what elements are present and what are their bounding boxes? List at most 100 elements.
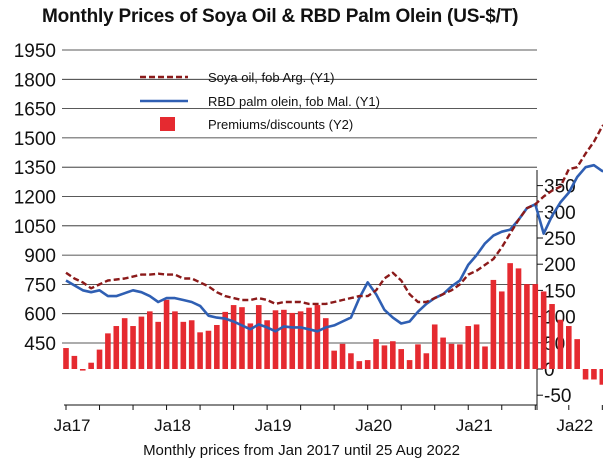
- premium-bar: [423, 353, 430, 369]
- x-tick-label: Ja17: [54, 416, 91, 435]
- premium-bar: [339, 343, 346, 369]
- premium-bar: [390, 341, 396, 369]
- premium-bar: [364, 360, 371, 369]
- premium-bar: [582, 369, 589, 380]
- y1-tick-label: 900: [24, 246, 56, 267]
- y1-tick-label: 1200: [14, 188, 56, 209]
- premium-bar: [540, 291, 547, 369]
- premium-bar: [348, 353, 354, 369]
- premium-bar: [532, 284, 539, 369]
- premium-bar: [264, 320, 270, 369]
- premium-bar: [113, 326, 120, 369]
- premium-bar: [557, 319, 564, 369]
- premium-bar: [440, 337, 446, 369]
- premium-bar: [188, 320, 195, 369]
- legend-label: Soya oil, fob Arg. (Y1): [208, 70, 334, 85]
- premium-bar: [147, 311, 153, 369]
- premium-bar: [373, 339, 379, 369]
- premium-bar: [71, 355, 78, 369]
- premium-bar: [255, 305, 262, 369]
- y2-tick-label: 250: [544, 229, 576, 250]
- premium-bar: [172, 311, 178, 369]
- chart-caption: Monthly prices from Jan 2017 until 25 Au…: [143, 442, 460, 459]
- premium-bar: [105, 333, 111, 369]
- y2-tick-label: 150: [544, 281, 576, 302]
- premium-bar: [247, 323, 254, 369]
- premium-bar: [482, 346, 488, 369]
- premium-bar: [431, 324, 438, 369]
- y1-tick-label: 450: [24, 334, 56, 355]
- premium-bar: [591, 369, 597, 380]
- premium-bar: [306, 307, 312, 369]
- premium-bar: [272, 310, 279, 369]
- premium-bar: [574, 339, 580, 369]
- y1-tick-label: 1800: [14, 70, 56, 91]
- y2-tick-label: 0: [544, 360, 555, 381]
- premium-bar: [163, 299, 170, 369]
- y1-tick-label: 1500: [14, 129, 56, 150]
- premium-bar: [398, 349, 404, 369]
- y1-axis: 1950 1800 1650 1500 1350 1200 1050 900 750 600 450: [14, 41, 56, 355]
- price-lines: [65, 124, 603, 333]
- premium-bar: [239, 307, 245, 369]
- legend: Soya oil, fob Arg. (Y1) RBD palm olein, f…: [140, 70, 380, 132]
- y2-tick-label: 200: [544, 255, 576, 276]
- premium-bar: [381, 345, 388, 369]
- premium-bar: [197, 332, 203, 369]
- premium-bar: [507, 263, 513, 369]
- premium-bar: [322, 318, 329, 369]
- y1-tick-label: 1950: [14, 41, 56, 62]
- premium-bar: [457, 344, 463, 369]
- premium-bar: [356, 361, 363, 369]
- premium-bar: [180, 321, 187, 369]
- x-tick-label: Ja21: [456, 416, 493, 435]
- premium-bar: [79, 369, 86, 371]
- y2-axis: 350300250200150100500-50: [536, 170, 576, 410]
- legend-label: Premiums/discounts (Y2): [208, 117, 353, 132]
- premium-bar: [222, 311, 229, 369]
- x-tick-label: Ja19: [255, 416, 292, 435]
- premium-bar: [331, 350, 337, 369]
- premium-bars: [63, 263, 603, 385]
- premium-bar: [524, 284, 530, 369]
- premium-bar: [498, 291, 505, 369]
- premium-bar: [415, 344, 421, 369]
- premium-bar: [599, 369, 603, 385]
- premium-bar: [473, 324, 480, 369]
- premium-bar: [490, 279, 497, 369]
- y1-tick-label: 1350: [14, 158, 56, 179]
- premium-bar: [465, 326, 472, 369]
- y1-tick-label: 1050: [14, 217, 56, 238]
- x-tick-label: Ja18: [154, 416, 191, 435]
- premium-bar: [297, 311, 304, 369]
- premium-bar: [138, 316, 145, 369]
- y2-tick-label: -50: [544, 386, 571, 407]
- legend-swatch-premium: [160, 117, 175, 131]
- legend-label: RBD palm olein, fob Mal. (Y1): [208, 94, 380, 109]
- premium-bar: [121, 318, 128, 369]
- premium-bar: [289, 312, 296, 369]
- y1-tick-label: 1650: [14, 100, 56, 121]
- premium-bar: [314, 305, 321, 369]
- premium-bar: [566, 326, 572, 369]
- premium-bar: [88, 362, 94, 369]
- x-axis: Ja17 Ja18 Ja19 Ja20 Ja21 Ja22: [54, 404, 603, 435]
- premium-bar: [448, 343, 455, 369]
- soya-oil-line: [65, 124, 603, 306]
- premium-bar: [96, 349, 103, 369]
- x-tick-label: Ja20: [355, 416, 392, 435]
- premium-bar: [214, 324, 220, 369]
- chart-title: Monthly Prices of Soya Oil & RBD Palm Ol…: [42, 6, 519, 27]
- premium-bar: [230, 305, 237, 369]
- premium-bar: [281, 309, 287, 369]
- premium-bar: [406, 360, 413, 369]
- premium-bar: [205, 330, 212, 369]
- premium-bar: [549, 304, 555, 369]
- palm-olein-line: [65, 163, 603, 333]
- x-tick-label: Ja22: [556, 416, 593, 435]
- premium-bar: [515, 268, 522, 369]
- y1-tick-label: 750: [24, 275, 56, 296]
- premium-bar: [63, 348, 69, 369]
- premium-bar: [130, 326, 136, 369]
